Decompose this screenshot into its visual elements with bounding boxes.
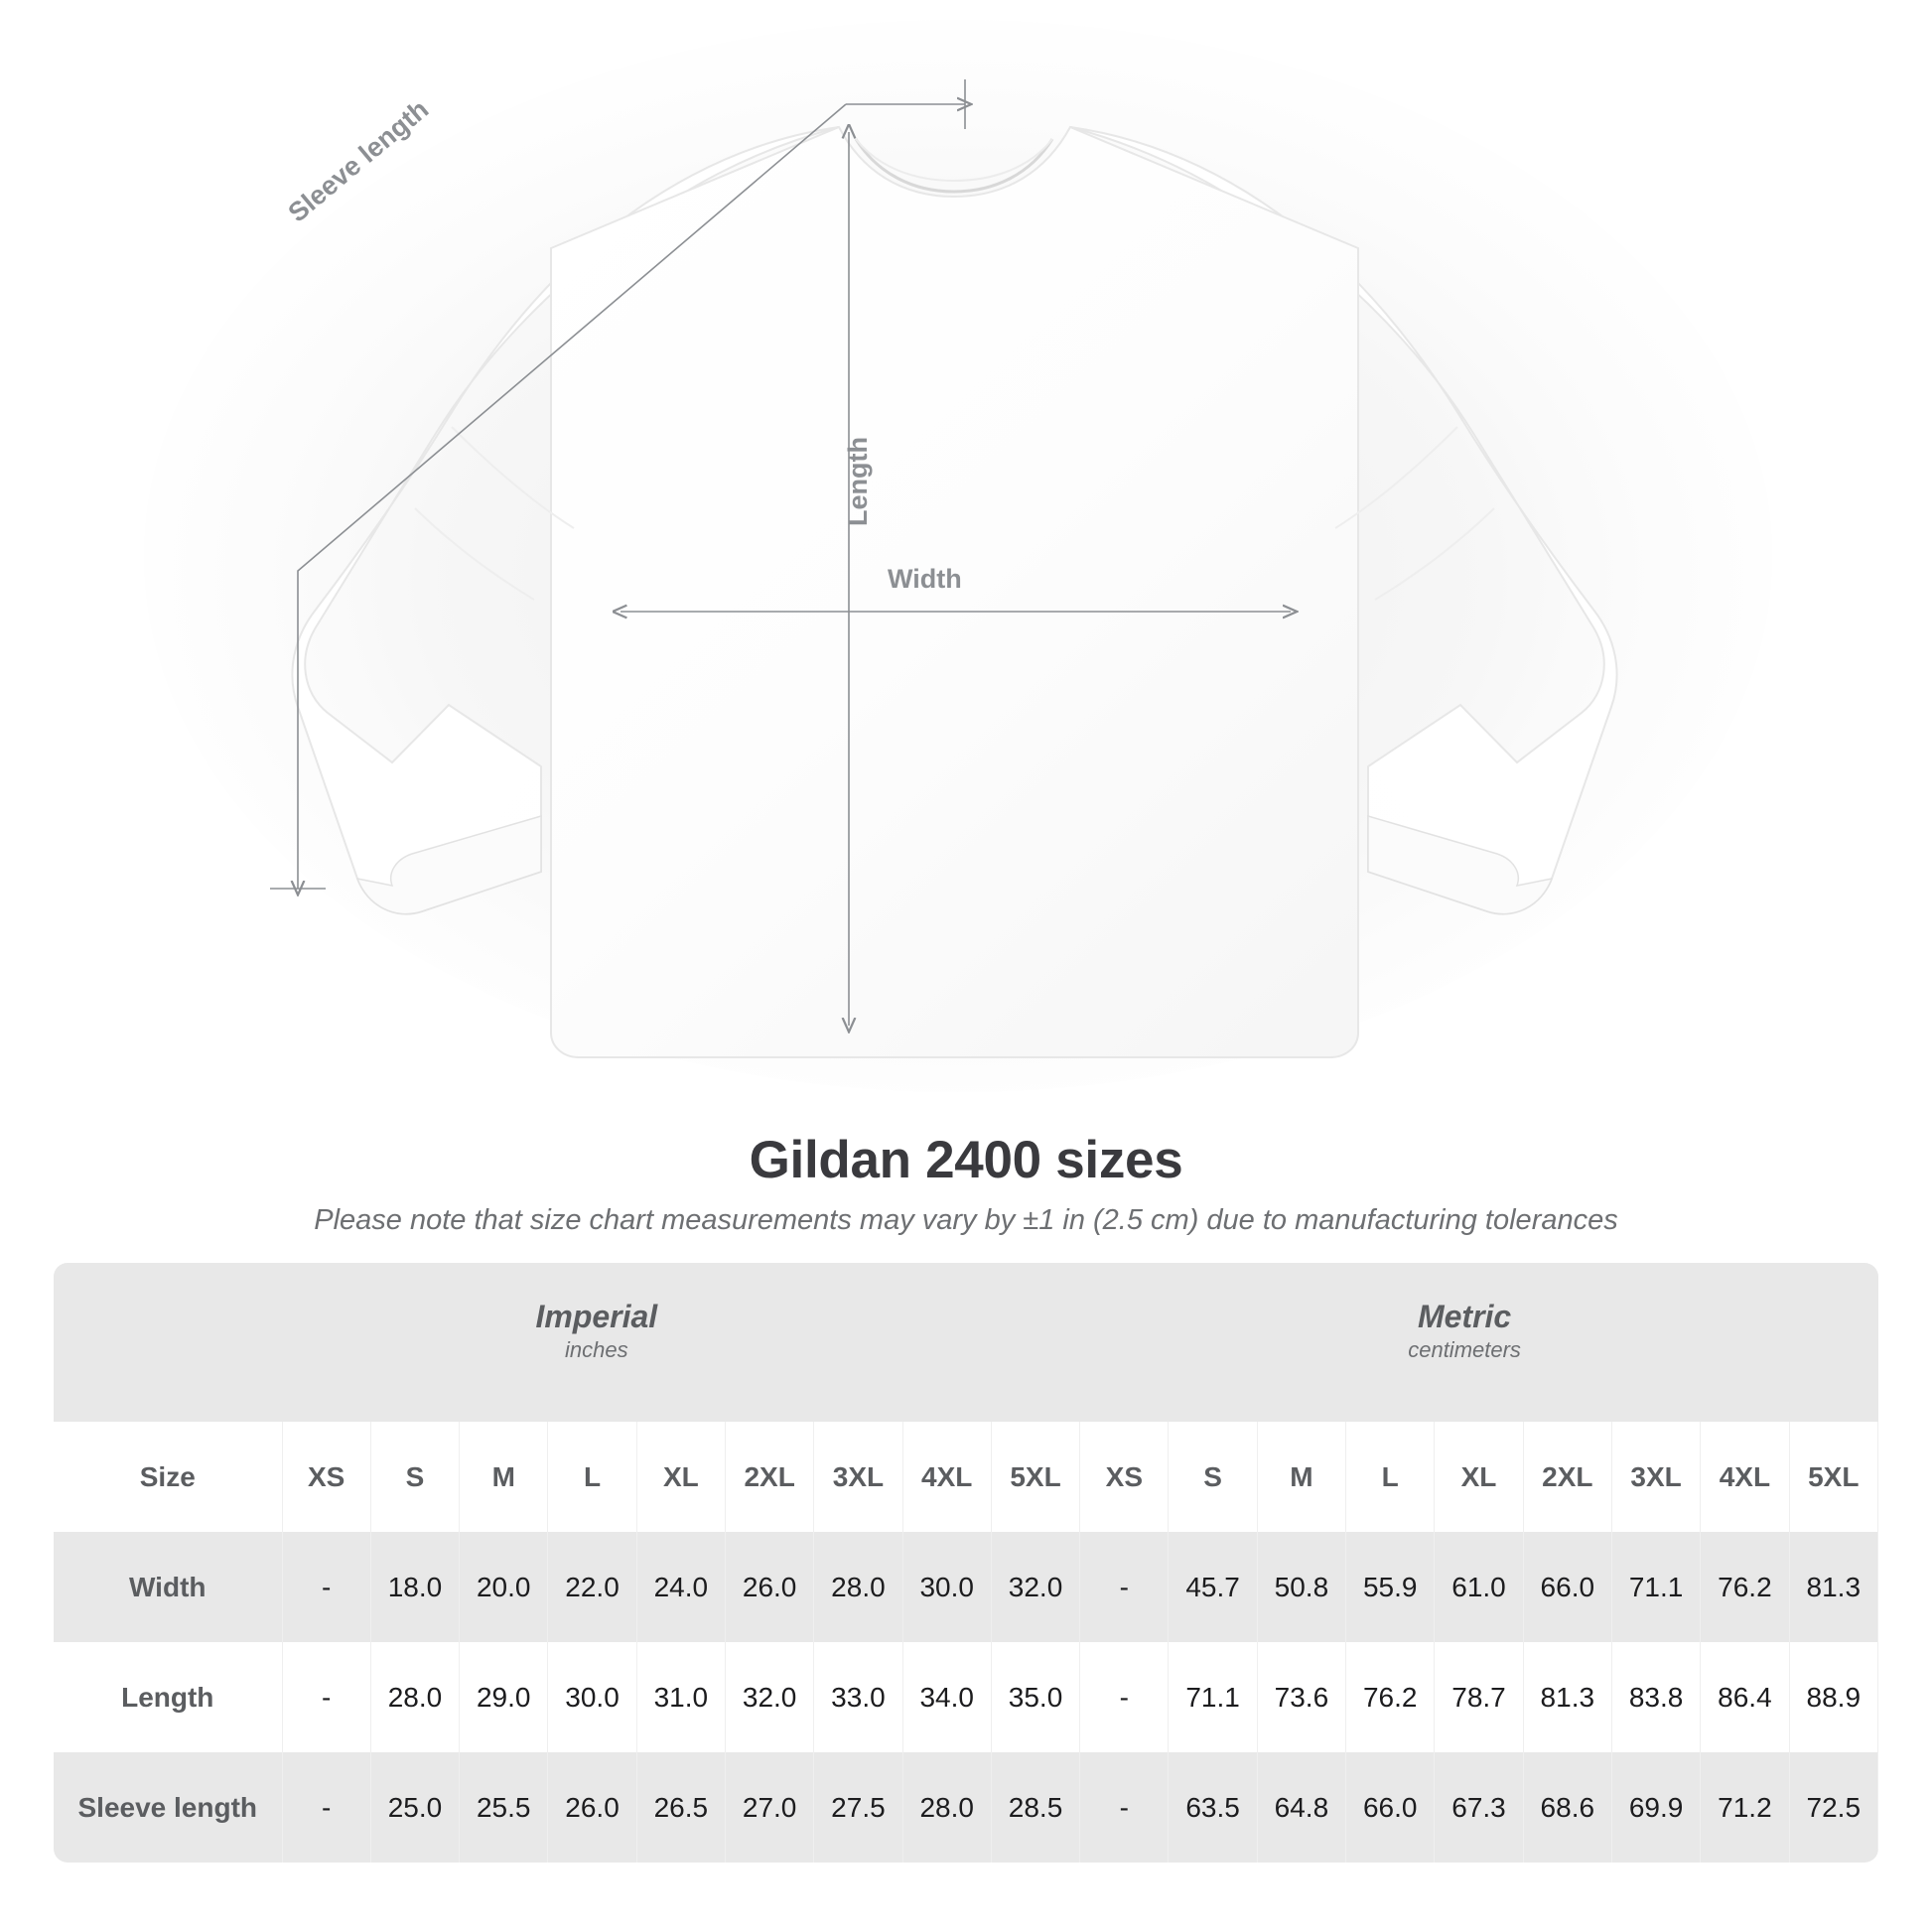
- svg-text:Length: Length: [843, 437, 873, 526]
- svg-text:Width: Width: [888, 564, 962, 594]
